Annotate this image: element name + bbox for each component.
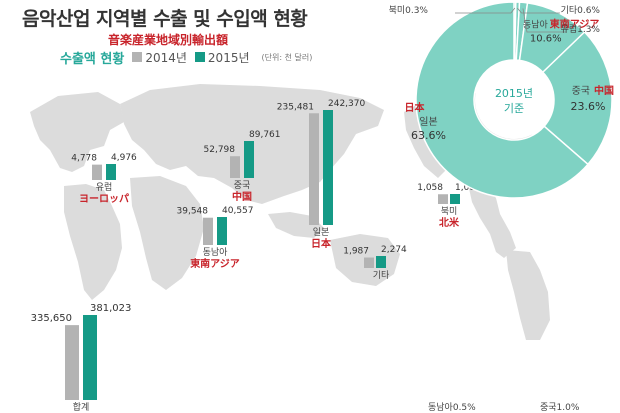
- category-label-other: 기타: [373, 270, 390, 281]
- value-label-2014-other: 1,987: [343, 247, 369, 257]
- bar-2015-europe: [106, 164, 116, 180]
- bar-2014-total: [65, 325, 79, 400]
- bar-2014-china: [230, 156, 240, 178]
- donut-slice-japan: [415, 1, 589, 199]
- donut-percent-china: 23.6%: [571, 100, 606, 113]
- category-label-north-america: 북미: [441, 206, 458, 217]
- bar-2015-total: [83, 315, 97, 400]
- bar-2014-japan: [309, 113, 319, 225]
- bar-2015-japan: [323, 110, 333, 225]
- bar-2015-north-america: [450, 194, 460, 204]
- value-label-2015-southeast-asia: 40,557: [222, 206, 254, 216]
- value-label-2015-total: 381,023: [90, 303, 131, 314]
- landmass-2: [64, 184, 122, 300]
- donut-label-china: 중국: [572, 85, 590, 97]
- value-label-2014-europe: 4,778: [71, 154, 97, 164]
- bar-2014-north-america: [438, 194, 448, 204]
- value-label-2015-japan: 242,370: [328, 99, 365, 109]
- europe-label-ja: ヨーロッパ: [79, 193, 129, 205]
- landmass-9: [468, 184, 516, 258]
- bar-2014-europe: [92, 164, 102, 180]
- legend: 수출액 현황 2014년 2015년 (단위: 천 달러): [60, 48, 313, 67]
- chart-title: 음악산업 지역별 수출 및 수입액 현황: [22, 8, 308, 30]
- donut-center-label-1: 2015년: [495, 87, 533, 100]
- callout-line-north-america: [455, 7, 516, 14]
- landmass-4: [130, 176, 204, 290]
- bar-2014-southeast-asia: [203, 217, 213, 245]
- bar-2015-china: [244, 141, 254, 178]
- callout-line-europe: [522, 8, 566, 33]
- legend-label-2015: 2015년: [207, 50, 250, 65]
- bottom-share-notes: 동남아0.5% 중국1.0%: [428, 402, 580, 413]
- bottom-note-china: 중국1.0%: [540, 402, 580, 413]
- value-label-2014-southeast-asia: 39,548: [177, 207, 209, 217]
- donut-center-label-2: 기준: [504, 102, 524, 115]
- callout-label-north-america: 북미0.3%: [389, 5, 429, 16]
- bar-2014-other: [364, 257, 374, 268]
- bottom-note-southeast-asia: 동남아0.5%: [428, 402, 476, 413]
- legend-label-2014: 2014년: [145, 50, 187, 65]
- bar-group-total: 335,650 381,023 합계: [31, 303, 132, 413]
- donut-percent-japan: 63.6%: [411, 129, 446, 142]
- legend-swatch-2015: [194, 52, 205, 62]
- donut-percent-southeast-asia: 10.6%: [530, 34, 562, 45]
- japan-label-ja: 日本: [311, 237, 332, 250]
- bar-group-other: 1,987 2,274 기타: [343, 245, 407, 281]
- legend-swatch-2014: [132, 52, 143, 62]
- value-label-2014-total: 335,650: [31, 313, 72, 324]
- landmass-1: [30, 92, 124, 172]
- donut-label-ja-china: 中国: [594, 84, 614, 97]
- donut-label-ja-southeast-asia: 東南アジア: [550, 18, 600, 31]
- value-label-2014-japan: 235,481: [277, 102, 314, 112]
- callout-label-europe: 유럽1.3%: [561, 24, 601, 35]
- donut-label-southeast-asia: 동남아: [523, 20, 549, 31]
- chart-subtitle-ja: 音楽産業地域別輸出額: [108, 33, 229, 47]
- legend-title: 수출액 현황: [60, 51, 125, 67]
- category-label-southeast-asia: 동남아: [203, 247, 229, 258]
- callout-line-other: [517, 7, 560, 14]
- legend-unit: (단위: 천 달러): [261, 52, 313, 62]
- bar-2015-southeast-asia: [217, 217, 227, 245]
- value-label-2014-north-america: 1,058: [417, 183, 443, 193]
- value-label-2015-china: 89,761: [249, 130, 281, 140]
- category-label-china: 중국: [234, 180, 251, 191]
- value-label-2015-europe: 4,976: [111, 153, 137, 163]
- value-label-2015-other: 2,274: [381, 245, 407, 255]
- southeast-asia-label-ja: 東南アジア: [190, 257, 240, 270]
- category-label-europe: 유럽: [96, 182, 113, 193]
- donut-label-japan: 일본: [419, 116, 437, 128]
- category-label-japan: 일본: [313, 227, 330, 238]
- value-label-2015-north-america: 1,085: [455, 183, 481, 193]
- bar-2015-other: [376, 256, 386, 268]
- donut-slice-china: [541, 30, 613, 166]
- landmass-10: [506, 250, 550, 340]
- donut-label-ja-japan: 日本: [404, 101, 425, 114]
- north-america-label-ja: 北米: [439, 216, 460, 229]
- donut-center: [475, 61, 553, 139]
- category-label-total: 합계: [73, 401, 90, 413]
- china-label-ja: 中国: [232, 190, 252, 203]
- callout-label-other: 기타0.6%: [561, 5, 601, 16]
- value-label-2014-china: 52,798: [204, 145, 236, 155]
